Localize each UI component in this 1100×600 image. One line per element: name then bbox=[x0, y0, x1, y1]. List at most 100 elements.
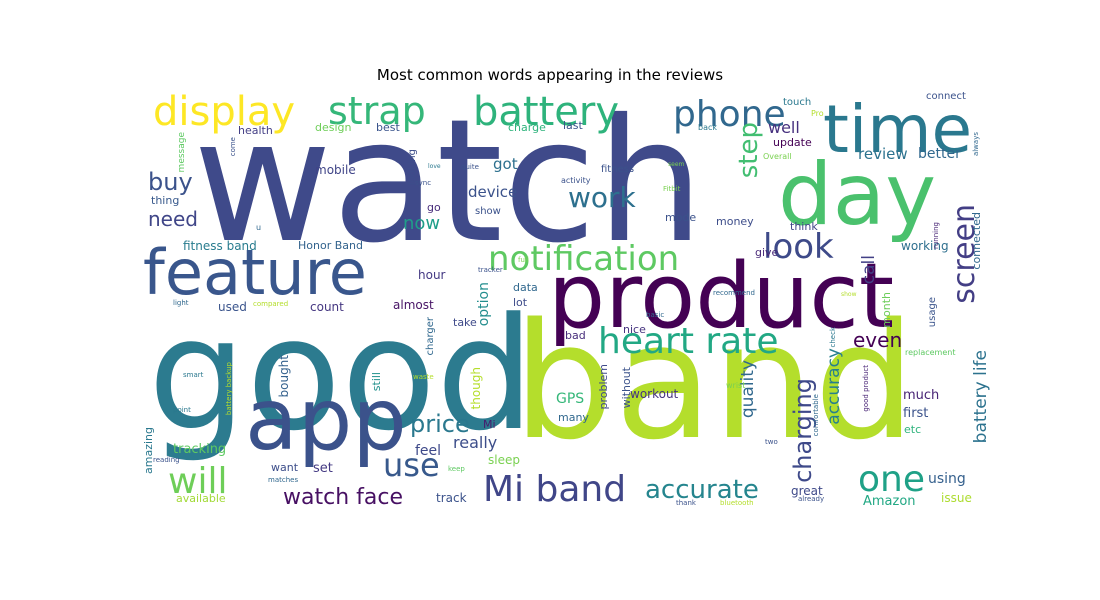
word-made: made bbox=[565, 348, 585, 356]
word-mi-band: Mi band bbox=[483, 469, 627, 510]
word-product: product bbox=[548, 244, 895, 349]
word-time: time bbox=[823, 92, 973, 168]
word-connect: connect bbox=[926, 92, 966, 102]
word-honor-band: Honor Band bbox=[298, 239, 363, 252]
word-data: data bbox=[513, 281, 538, 294]
word-gps: GPS bbox=[556, 391, 585, 407]
word-charge: charge bbox=[508, 121, 546, 134]
word-go: go bbox=[427, 201, 441, 214]
word-feel: feel bbox=[415, 443, 442, 459]
word-pro: Pro bbox=[811, 109, 824, 118]
word-overall: Overall bbox=[763, 152, 792, 161]
word-activity: activity bbox=[561, 176, 591, 185]
word-wrist: wrist bbox=[726, 381, 746, 390]
word-fitness-band: fitness band bbox=[183, 239, 257, 253]
word-watch-face: watch face bbox=[283, 485, 403, 510]
word-nice: nice bbox=[623, 323, 646, 336]
word-use: use bbox=[383, 446, 440, 484]
word-waste: waste bbox=[413, 373, 434, 381]
word-light: light bbox=[173, 299, 189, 307]
word-thing: thing bbox=[151, 194, 180, 207]
word-first: first bbox=[903, 406, 929, 421]
word-show: show bbox=[841, 291, 857, 298]
word-mi: Mi bbox=[483, 418, 496, 431]
word-mobile: mobile bbox=[315, 163, 356, 177]
word-always: always bbox=[972, 132, 980, 157]
word-day: day bbox=[778, 145, 937, 245]
word-look: look bbox=[763, 227, 834, 267]
word-better: better bbox=[918, 146, 961, 162]
word-got: got bbox=[493, 155, 518, 173]
word-amazon: Amazon bbox=[863, 494, 916, 509]
word-u: u bbox=[256, 223, 262, 232]
word-bought: bought bbox=[277, 355, 291, 398]
word-accurate: accurate bbox=[645, 475, 759, 505]
word-used: used bbox=[218, 300, 247, 314]
word-comfortable: comfortable bbox=[812, 394, 820, 437]
word-work: work bbox=[568, 181, 636, 214]
word-set: set bbox=[313, 461, 333, 476]
word-already: already bbox=[798, 495, 825, 503]
word-heart-rate: heart rate bbox=[598, 321, 779, 362]
word-matches: matches bbox=[268, 476, 299, 484]
word-mode: mode bbox=[665, 211, 697, 224]
word-battery-life: battery life bbox=[971, 350, 990, 444]
word-accuracy: accuracy bbox=[824, 348, 844, 425]
word-issue: issue bbox=[941, 491, 972, 505]
word-cloud: watch good band product feature day app time bat… bbox=[143, 92, 990, 510]
word-think: think bbox=[790, 220, 818, 233]
word-problem: problem bbox=[597, 364, 610, 410]
word-come: come bbox=[229, 137, 237, 157]
chart-title: Most common words appearing in the revie… bbox=[376, 66, 724, 84]
word-sleep: sleep bbox=[488, 453, 520, 467]
word-available: available bbox=[176, 492, 226, 505]
word-give: give bbox=[755, 246, 779, 259]
word-still: still bbox=[370, 372, 383, 392]
word-health: health bbox=[238, 124, 273, 137]
word-many: many bbox=[558, 411, 589, 424]
word-last: last bbox=[563, 119, 583, 132]
word-message: message bbox=[177, 132, 187, 173]
word-step: step bbox=[734, 122, 764, 179]
word-tracking: tracking bbox=[173, 442, 227, 457]
word-using: using bbox=[928, 471, 966, 487]
word-keep: keep bbox=[448, 465, 465, 473]
word-call: call bbox=[859, 255, 879, 285]
word-tracker: tracker bbox=[478, 266, 503, 274]
word-will: will bbox=[168, 461, 228, 502]
word-month: month bbox=[880, 292, 893, 328]
word-option: option bbox=[476, 282, 492, 327]
word-price: price bbox=[410, 410, 470, 438]
word-track: track bbox=[436, 491, 467, 505]
word-charger: charger bbox=[425, 317, 436, 356]
word-need: need bbox=[148, 207, 198, 231]
word-even: even bbox=[853, 328, 903, 352]
word-thank: thank bbox=[676, 499, 696, 507]
word-fitness: fitness bbox=[601, 164, 635, 175]
word-two: two bbox=[765, 438, 778, 446]
word-count: count bbox=[310, 300, 344, 314]
word-much: much bbox=[903, 388, 940, 403]
word-update: update bbox=[773, 136, 812, 149]
word-sync: sync bbox=[415, 179, 432, 187]
word-phone: phone bbox=[673, 94, 786, 135]
word-now: now bbox=[403, 213, 441, 234]
word-almost: almost bbox=[393, 298, 434, 312]
word-usage: usage bbox=[927, 297, 938, 328]
word-basic: basic bbox=[646, 311, 665, 319]
word-replacement: replacement bbox=[905, 348, 956, 357]
word-point: point bbox=[173, 406, 191, 414]
word-band: band bbox=[513, 288, 916, 475]
word-quite: quite bbox=[461, 163, 479, 171]
word-working: working bbox=[901, 239, 949, 253]
word-good-product: good product bbox=[862, 365, 870, 412]
word-show: show bbox=[475, 206, 501, 217]
word-app: app bbox=[245, 370, 407, 470]
word-connected: connected bbox=[970, 212, 983, 270]
word-smart: smart bbox=[183, 371, 204, 379]
word-notification: notification bbox=[488, 239, 680, 279]
word-full: full bbox=[518, 256, 529, 264]
word-etc: etc bbox=[904, 423, 922, 436]
word-recommend: recommend bbox=[713, 289, 755, 297]
word-buy: buy bbox=[148, 168, 193, 196]
